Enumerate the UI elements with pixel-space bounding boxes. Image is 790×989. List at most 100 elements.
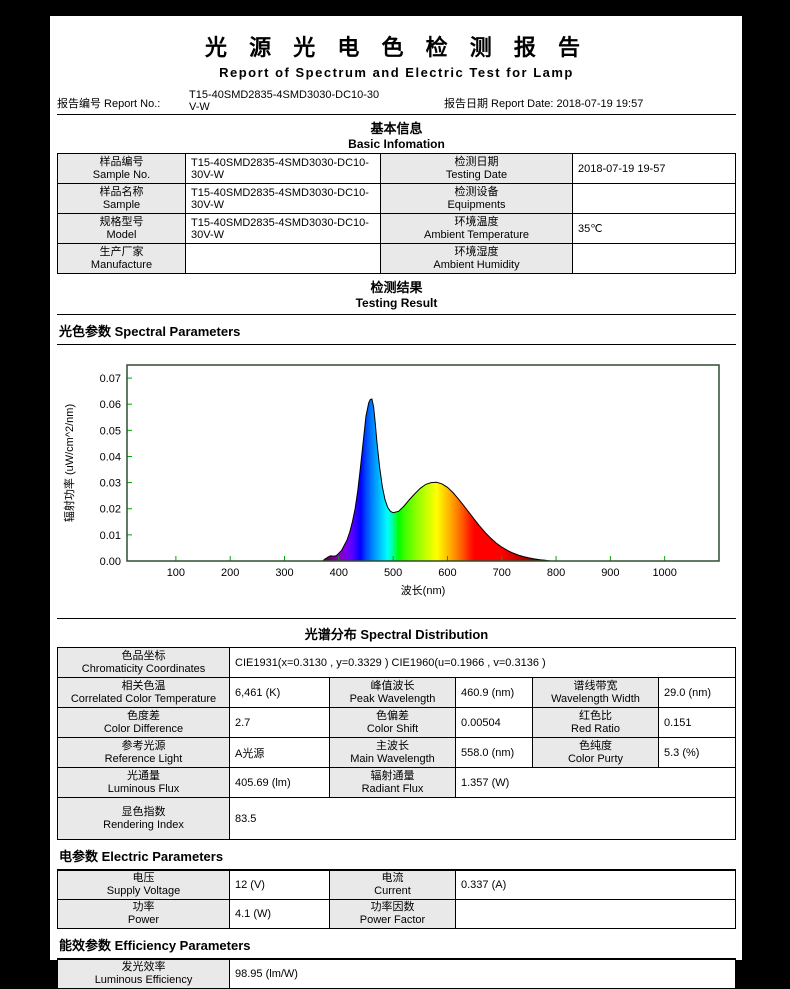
power-label: 功率 Power	[57, 899, 230, 929]
red-ratio-label: 红色比 Red Ratio	[532, 707, 659, 738]
spectrum-area	[322, 399, 551, 561]
label-cn: 色度差	[127, 709, 160, 722]
label-cn: 环境湿度	[454, 245, 499, 258]
efficiency-parameters-header: 能效参数 Efficiency Parameters	[57, 929, 736, 959]
equipments-label: 检测设备 Equipments	[380, 183, 573, 214]
color-shift-label: 色偏差 Color Shift	[329, 707, 456, 738]
label-en: Luminous Flux	[107, 782, 180, 795]
current-label: 电流 Current	[329, 870, 456, 900]
label-en: Correlated Color Temperature	[70, 692, 217, 705]
ambient-temperature-label: 环境温度 Ambient Temperature	[380, 213, 573, 244]
label-en: Manufacture	[90, 258, 153, 271]
chromaticity-label: 色品坐标 Chromaticity Coordinates	[57, 647, 230, 678]
label-en: Current	[374, 885, 411, 897]
label-en: Color Difference	[103, 722, 184, 735]
rendering-index-label: 显色指数 Rendering Index	[57, 797, 230, 840]
model-label: 规格型号 Model	[57, 213, 186, 244]
report-date-value: 2018-07-19 19:57	[556, 98, 644, 110]
label-en: Color Shift	[366, 722, 419, 735]
label-cn: 相关色温	[121, 679, 166, 692]
y-tick-label: 0.05	[100, 425, 121, 437]
power-factor-label: 功率因数 Power Factor	[329, 899, 456, 929]
label-cn: 谱线带宽	[573, 679, 618, 692]
table-row: 色品坐标 Chromaticity Coordinates CIE1931(x=…	[57, 647, 737, 678]
supply-voltage-value: 12 (V)	[229, 870, 330, 900]
label-cn: 显色指数	[121, 805, 166, 818]
label-cn: 峰值波长	[370, 679, 415, 692]
x-axis-label: 波长(nm)	[401, 584, 446, 597]
label-cn: 样品名称	[99, 185, 144, 198]
peak-wavelength-value: 460.9 (nm)	[455, 677, 533, 708]
table-row: 相关色温 Correlated Color Temperature 6,461 …	[57, 677, 737, 708]
electric-parameters-table: 电压 Supply Voltage 12 (V) 电流 Current 0.33…	[57, 870, 736, 929]
radiant-flux-value: 1.357 (W)	[454, 767, 737, 798]
spectral-distribution-header: 光谱分布 Spectral Distribution	[57, 618, 736, 647]
table-row: 样品名称 Sample T15-40SMD2835-4SMD3030-DC10-…	[57, 183, 736, 214]
table-row: 发光效率 Luminous Efficiency 98.95 (lm/W)	[57, 959, 736, 989]
basic-info-title-cn: 基本信息	[370, 121, 423, 136]
label-cn: 规格型号	[99, 215, 144, 228]
table-row: 电压 Supply Voltage 12 (V) 电流 Current 0.33…	[57, 870, 736, 900]
y-tick-label: 0.02	[100, 504, 121, 516]
x-tick-label: 100	[167, 567, 185, 579]
section-title-cn: 光色参数	[59, 324, 112, 339]
rendering-index-value: 83.5	[228, 797, 737, 840]
label-cn: 功率因数	[370, 901, 415, 913]
chromaticity-value: CIE1931(x=0.3130 , y=0.3329 ) CIE1960(u=…	[228, 647, 737, 678]
label-cn: 色品坐标	[121, 649, 166, 662]
power-factor-value	[455, 899, 736, 929]
testing-date-value: 2018-07-19 19-57	[572, 153, 736, 184]
label-cn: 主波长	[376, 739, 409, 752]
table-row: 规格型号 Model T15-40SMD2835-4SMD3030-DC10-3…	[57, 213, 736, 244]
luminous-flux-label: 光通量 Luminous Flux	[57, 767, 230, 798]
luminous-efficiency-label: 发光效率 Luminous Efficiency	[57, 959, 230, 989]
testing-date-label: 检测日期 Testing Date	[380, 153, 573, 184]
color-purity-value: 5.3 (%)	[657, 737, 737, 768]
label-cn: 生产厂家	[99, 245, 144, 258]
efficiency-parameters-table: 发光效率 Luminous Efficiency 98.95 (lm/W)	[57, 959, 736, 989]
report-page: 光 源 光 电 色 检 测 报 告 Report of Spectrum and…	[50, 16, 742, 989]
section-title-cn: 电参数	[59, 849, 99, 864]
label-en: Wavelength Width	[551, 692, 640, 705]
section-title-en: Efficiency Parameters	[114, 938, 251, 953]
ambient-humidity-value	[572, 243, 736, 274]
x-tick-label: 900	[601, 567, 619, 579]
table-row: 功率 Power 4.1 (W) 功率因数 Power Factor	[57, 899, 736, 929]
label-en: Main Wavelength	[350, 752, 435, 765]
color-difference-value: 2.7	[229, 707, 330, 738]
x-tick-label: 400	[330, 567, 348, 579]
label-cn: 色偏差	[376, 709, 409, 722]
luminous-efficiency-value: 98.95 (lm/W)	[229, 959, 736, 989]
x-tick-label: 700	[493, 567, 511, 579]
section-title-cn: 能效参数	[59, 938, 112, 953]
spectral-parameters-header: 光色参数 Spectral Parameters	[57, 315, 736, 345]
report-no-label: 报告编号 Report No.:	[57, 98, 161, 110]
table-row: 色度差 Color Difference 2.7 色偏差 Color Shift…	[57, 707, 737, 738]
spectral-distribution-table: 色品坐标 Chromaticity Coordinates CIE1931(x=…	[57, 647, 737, 840]
wavelength-width-value: 29.0 (nm)	[657, 677, 737, 708]
basic-info-title-en: Basic Infomation	[348, 137, 445, 151]
label-en: Red Ratio	[571, 722, 620, 735]
sample-no-value: T15-40SMD2835-4SMD3030-DC10-30V-W	[185, 153, 381, 184]
label-en: Power Factor	[359, 914, 426, 926]
label-cn: 样品编号	[99, 155, 144, 168]
reference-light-label: 参考光源 Reference Light	[57, 737, 230, 768]
label-en: Luminous Efficiency	[94, 974, 193, 986]
y-tick-label: 0.00	[100, 556, 121, 568]
wavelength-width-label: 谱线带宽 Wavelength Width	[532, 677, 659, 708]
label-cn: 检测设备	[454, 185, 499, 198]
report-title-cn: 光 源 光 电 色 检 测 报 告	[205, 35, 588, 60]
cct-value: 6,461 (K)	[229, 677, 330, 708]
y-tick-label: 0.07	[100, 373, 121, 385]
table-row: 参考光源 Reference Light A光源 主波长 Main Wavele…	[57, 737, 737, 768]
table-row: 光通量 Luminous Flux 405.69 (lm) 辐射通量 Radia…	[57, 767, 737, 798]
manufacture-value	[185, 243, 381, 274]
x-tick-label: 1000	[652, 567, 676, 579]
table-row: 显色指数 Rendering Index 83.5	[57, 797, 737, 840]
color-purity-label: 色纯度 Color Purty	[532, 737, 659, 768]
power-value: 4.1 (W)	[229, 899, 330, 929]
supply-voltage-label: 电压 Supply Voltage	[57, 870, 230, 900]
label-en: Rendering Index	[103, 818, 184, 831]
y-tick-label: 0.01	[100, 530, 121, 542]
plot-frame	[126, 364, 720, 562]
